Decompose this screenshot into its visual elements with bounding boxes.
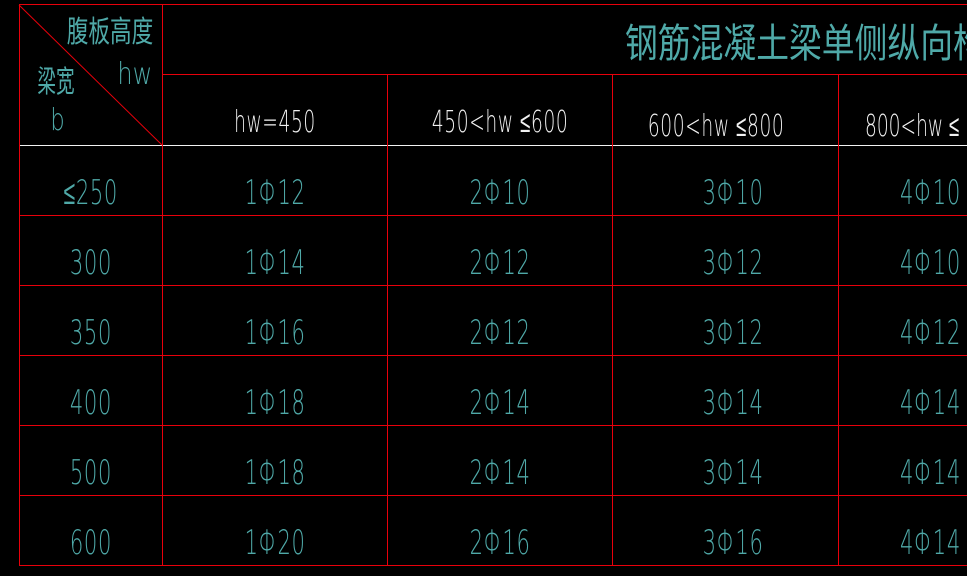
row-width-cell: 500 [69,453,113,493]
rebar-cell: 2Φ14 [469,383,531,423]
corner-left-label: 梁宽 [37,65,75,100]
rebar-cell: 3Φ16 [703,523,764,563]
rebar-cell: 4Φ12 [900,313,961,353]
rebar-cell: 1Φ14 [244,243,306,283]
rebar-cell: 4Φ14 [900,453,961,493]
row-divider [20,425,967,426]
row-width-cell: ≤250 [63,173,119,213]
header-bottom-border [20,145,967,146]
corner-diagonal-line [18,4,163,146]
column-divider [612,74,613,566]
rebar-cell: 1Φ18 [244,453,306,493]
row-width-cell: 600 [69,523,113,563]
rebar-cell: 1Φ12 [244,173,306,213]
column-divider [387,74,388,566]
rebar-cell: 2Φ14 [469,453,531,493]
row-divider [20,565,967,566]
corner-top-label: 腹板高度 [66,15,154,50]
table-top-border [20,4,967,5]
corner-left-symbol: b [50,103,65,138]
column-divider [19,4,20,566]
row-width-cell: 350 [69,313,113,353]
rebar-cell: 2Φ12 [469,313,531,353]
row-divider [20,355,967,356]
title-bottom-border [162,74,967,75]
rebar-cell: 3Φ12 [703,243,764,283]
row-width-cell: 400 [69,383,113,423]
rebar-cell: 3Φ10 [703,173,764,213]
rebar-cell: 3Φ12 [703,313,764,353]
rebar-cell: 4Φ14 [900,523,961,563]
rebar-cell: 1Φ20 [244,523,306,563]
rebar-cell: 2Φ16 [469,523,531,563]
rebar-cell: 4Φ14 [900,383,961,423]
rebar-cell: 2Φ12 [469,243,531,283]
row-divider [20,215,967,216]
row-divider [20,495,967,496]
column-divider [838,74,839,566]
column-header: 450<hw ≤600 [431,104,569,140]
rebar-cell: 4Φ10 [900,173,961,213]
table-title: 钢筋混凝土梁单侧纵向构造钢筋 [625,21,967,67]
rebar-cell: 1Φ16 [244,313,306,353]
row-divider [20,285,967,286]
column-divider [162,4,163,566]
column-header: 800<hw ≤ [865,109,960,144]
column-header: hw=450 [234,104,316,140]
rebar-cell: 3Φ14 [703,383,764,423]
corner-top-symbol: hw [117,57,153,92]
rebar-cell: 4Φ10 [900,243,961,283]
rebar-cell: 2Φ10 [469,173,531,213]
rebar-cell: 1Φ18 [244,383,306,423]
rebar-cell: 3Φ14 [703,453,764,493]
column-header: 600<hw ≤800 [647,108,785,144]
row-width-cell: 300 [69,243,113,283]
